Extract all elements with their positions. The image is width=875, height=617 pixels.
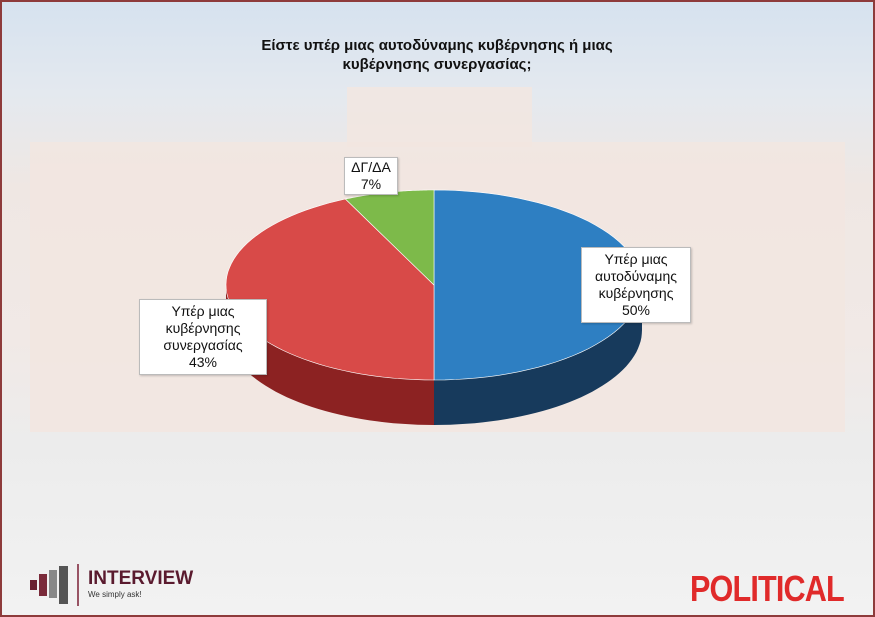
label-slice-1: Υπέρ μιας κυβέρνησης συνεργασίας 43% (139, 299, 267, 375)
title-line-2: κυβέρνησης συνεργασίας; (342, 56, 532, 73)
label-slice-0: Υπέρ μιας αυτοδύναμης κυβέρνησης 50% (581, 247, 691, 323)
political-brand: POLITICAL (690, 568, 845, 609)
label-slice-2: ΔΓ/ΔΑ 7% (344, 157, 398, 195)
interview-logo-icon (30, 564, 79, 606)
interview-tagline: We simply ask! (88, 590, 142, 599)
chart-title: Είστε υπέρ μιας αυτοδύναμης κυβέρνησης ή… (192, 36, 682, 74)
title-line-1: Είστε υπέρ μιας αυτοδύναμης κυβέρνησης ή… (261, 37, 613, 54)
pie-side-0 (434, 285, 642, 425)
background-pediment (347, 87, 532, 147)
interview-brand: INTERVIEW (88, 568, 194, 589)
pie-side-1 (226, 285, 434, 425)
